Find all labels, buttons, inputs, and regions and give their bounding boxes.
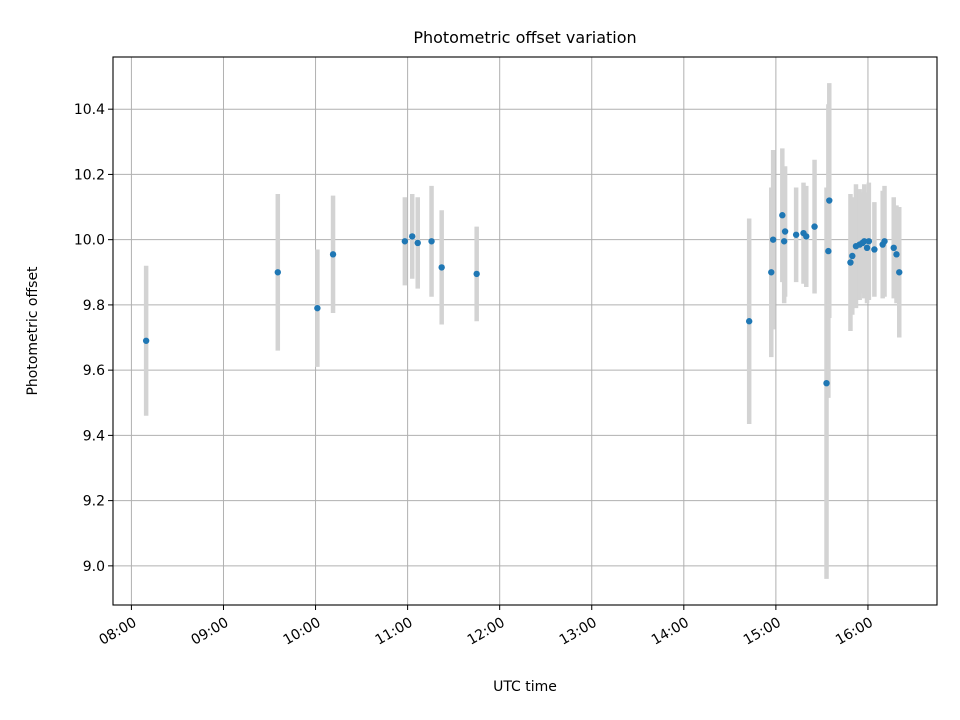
data-point xyxy=(890,244,897,252)
data-point xyxy=(863,244,871,252)
data-point xyxy=(811,223,818,230)
data-point xyxy=(849,252,856,260)
data-point xyxy=(871,246,878,253)
data-points xyxy=(142,197,903,387)
data-point xyxy=(826,197,833,204)
data-point xyxy=(803,233,810,240)
y-tick-label: 9.4 xyxy=(83,428,105,444)
data-point xyxy=(825,247,832,255)
data-point xyxy=(409,233,416,240)
y-tick-label: 9.2 xyxy=(83,494,105,510)
y-tick-label: 10.2 xyxy=(74,167,105,183)
data-point xyxy=(414,239,421,247)
data-point xyxy=(314,304,321,312)
y-tick-label: 10.4 xyxy=(74,102,105,118)
data-point xyxy=(473,270,480,278)
data-point xyxy=(745,318,753,325)
grid xyxy=(113,57,937,605)
data-point xyxy=(779,212,786,219)
data-point xyxy=(142,337,150,344)
data-point xyxy=(438,264,445,271)
data-point xyxy=(329,251,337,258)
y-axis-label: Photometric offset xyxy=(25,266,41,396)
y-tick-label: 9.8 xyxy=(83,298,105,314)
data-point xyxy=(401,238,409,245)
data-point xyxy=(881,238,888,245)
data-point xyxy=(893,251,900,258)
chart-title: Photometric offset variation xyxy=(413,28,636,47)
data-point xyxy=(823,379,830,387)
data-point xyxy=(896,269,903,276)
data-point xyxy=(780,238,788,245)
data-point xyxy=(847,259,854,266)
data-point xyxy=(769,236,777,243)
data-point xyxy=(781,228,789,235)
y-tick-label: 10.0 xyxy=(74,233,105,249)
x-axis-label: UTC time xyxy=(493,679,557,695)
data-point xyxy=(861,238,868,245)
y-tick-label: 9.6 xyxy=(83,363,105,379)
data-point xyxy=(792,231,800,238)
data-point xyxy=(274,269,281,276)
plot-area-frame xyxy=(112,56,938,606)
y-axis: 9.0 9.2 9.4 9.6 9.8 10.0 10.2 10.4 xyxy=(74,102,113,575)
y-tick-label: 9.0 xyxy=(83,559,105,575)
data-point xyxy=(768,269,775,276)
data-point xyxy=(428,238,435,245)
data-point xyxy=(865,238,873,245)
